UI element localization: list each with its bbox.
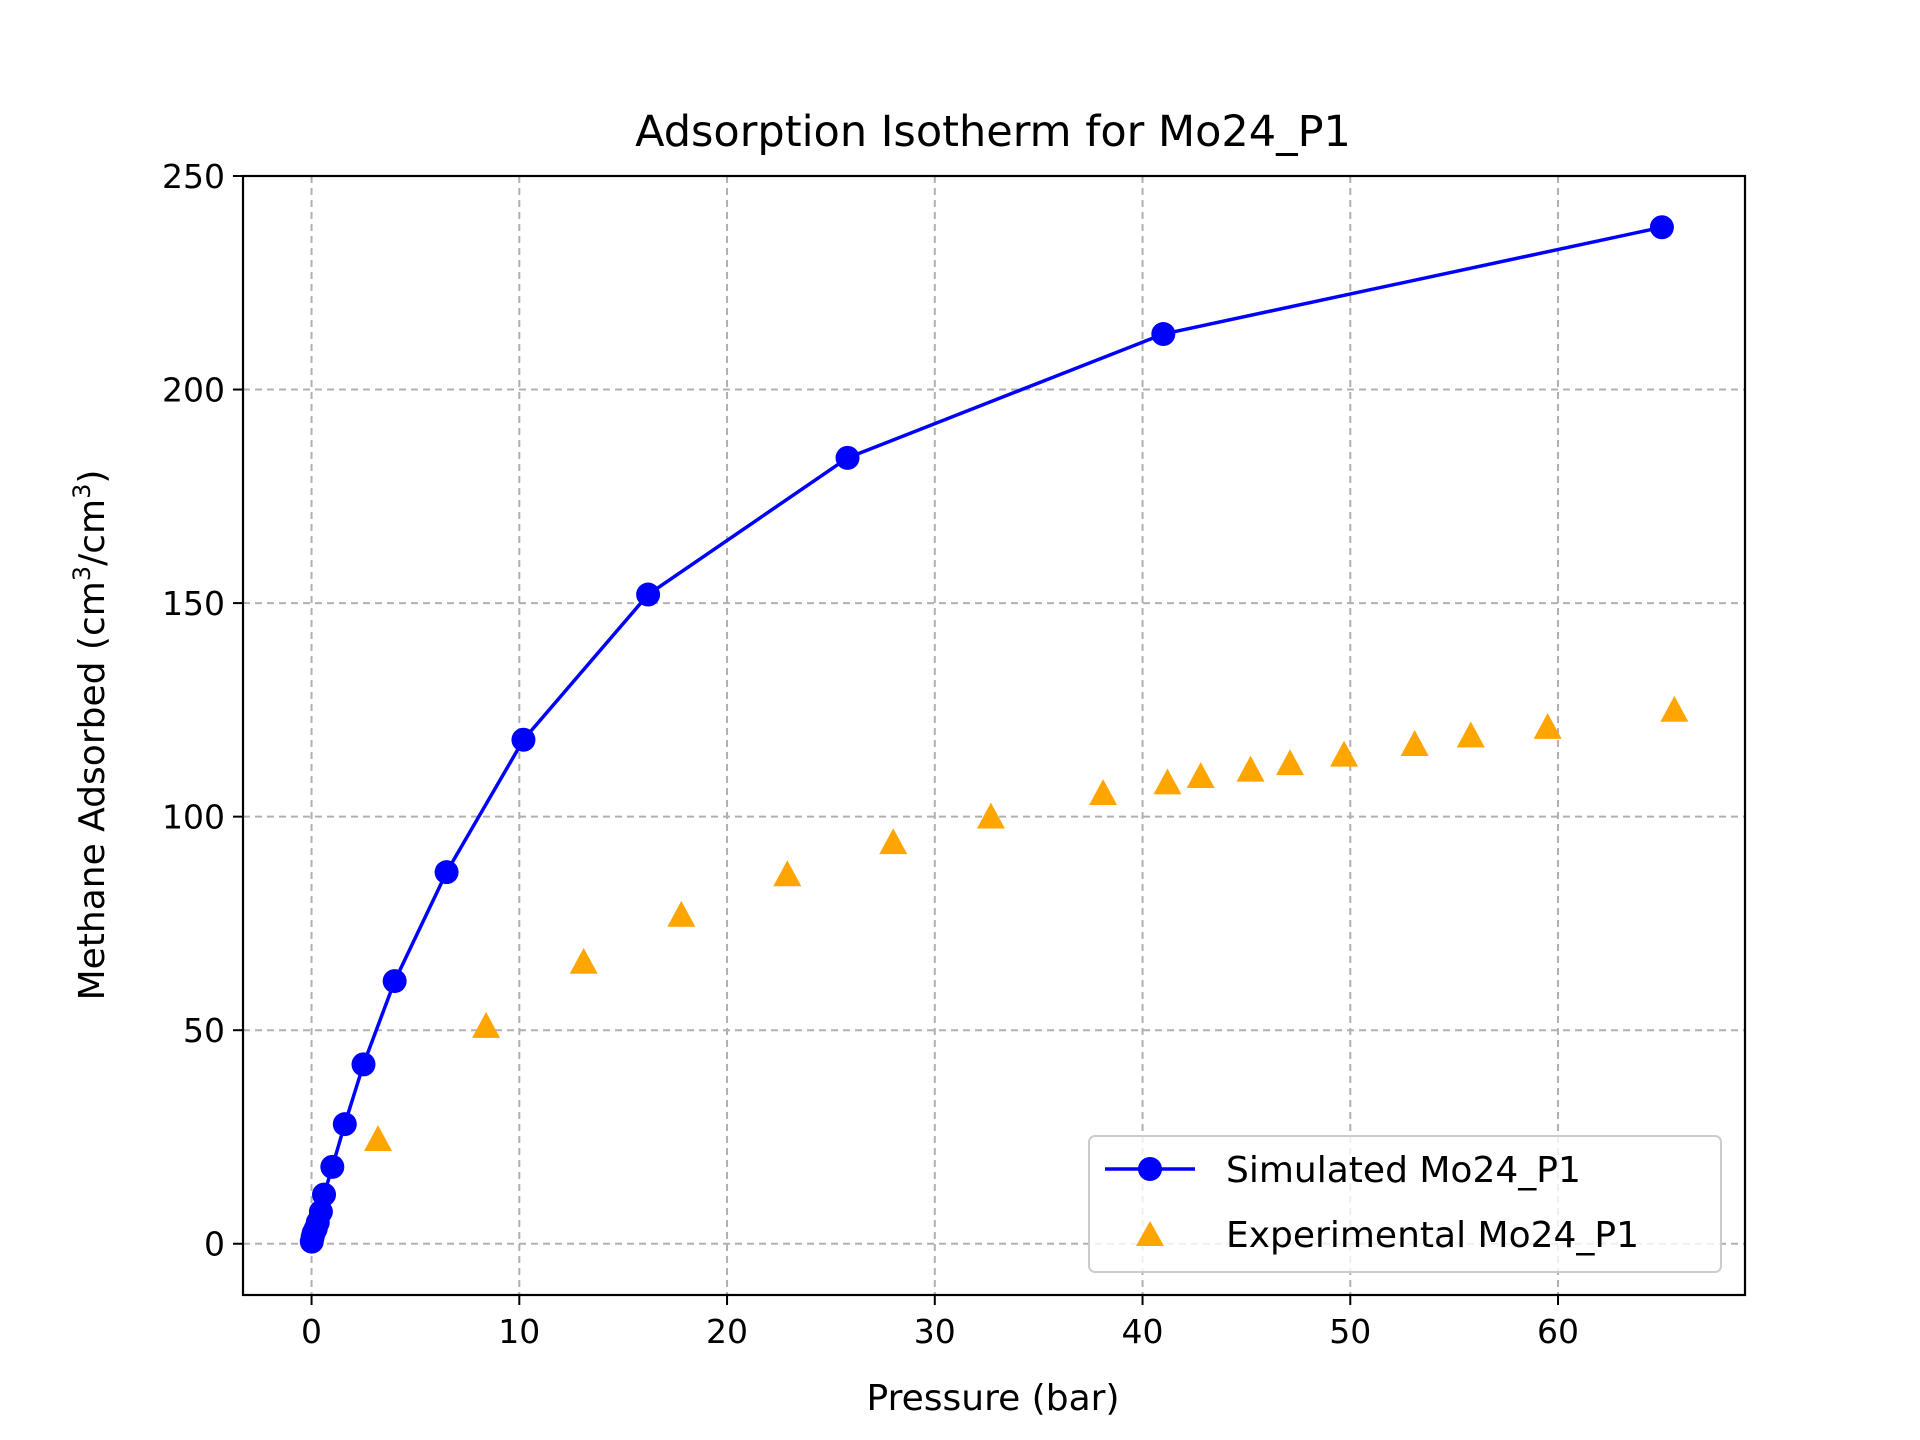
y-axis-ticks: 0 50 100 150 200 250	[162, 157, 243, 1264]
experimental-data-point	[1330, 740, 1359, 767]
y-axis-label-superscript-1: 3	[68, 566, 96, 581]
experimental-data-point	[667, 900, 696, 927]
experimental-data-point	[1400, 730, 1429, 756]
simulated-data-point	[332, 1112, 357, 1137]
simulated-data-point	[511, 727, 536, 752]
y-axis-label-suffix: )	[72, 470, 113, 484]
experimental-data-point	[364, 1125, 393, 1152]
y-tick-label: 150	[162, 584, 225, 623]
simulated-data-point	[312, 1182, 337, 1207]
x-tick-label: 60	[1537, 1312, 1579, 1351]
experimental-data-point	[879, 828, 908, 855]
legend-box	[1088, 1135, 1722, 1273]
experimental-data-point	[472, 1011, 501, 1038]
simulated-data-point	[382, 969, 407, 994]
experimental-data-point	[1153, 768, 1182, 795]
y-axis-label-middle: /cm	[72, 499, 113, 566]
series-experimental	[364, 695, 1689, 1152]
experimental-data-point	[1456, 721, 1485, 748]
y-axis-label-superscript-2: 3	[68, 484, 96, 499]
x-tick-label: 10	[498, 1312, 540, 1351]
experimental-data-point	[1236, 755, 1265, 782]
x-tick-label: 50	[1329, 1312, 1371, 1351]
y-tick-label: 0	[204, 1225, 225, 1264]
experimental-data-point	[1276, 749, 1305, 776]
legend-simulated-label: Simulated Mo24_P1	[1226, 1150, 1581, 1191]
y-tick-label: 100	[162, 798, 225, 837]
legend-simulated-marker	[1138, 1157, 1162, 1181]
experimental-data-point	[1660, 695, 1689, 722]
y-tick-label: 200	[162, 371, 225, 410]
y-tick-label: 250	[162, 157, 225, 196]
y-tick-label: 50	[183, 1011, 225, 1050]
series-simulated	[299, 215, 1674, 1254]
x-tick-label: 30	[914, 1312, 956, 1351]
simulated-data-point	[320, 1154, 345, 1179]
x-tick-label: 40	[1122, 1312, 1164, 1351]
experimental-data-point	[1186, 762, 1215, 788]
y-axis-label-prefix: Methane Adsorbed (cm	[72, 581, 113, 1000]
simulated-data-point	[434, 860, 459, 885]
legend-experimental-marker	[1136, 1221, 1164, 1246]
experimental-data-point	[976, 802, 1005, 829]
plot-series	[299, 215, 1689, 1254]
experimental-data-point	[1533, 712, 1562, 739]
experimental-data-point	[569, 947, 598, 974]
x-axis-label: Pressure (bar)	[867, 1378, 1120, 1419]
x-tick-label: 20	[706, 1312, 748, 1351]
legend-experimental-label: Experimental Mo24_P1	[1226, 1215, 1639, 1256]
x-tick-label: 0	[301, 1312, 322, 1351]
plot-frame	[241, 174, 1747, 1297]
simulated-data-point	[636, 582, 661, 607]
y-axis-label: Methane Adsorbed (cm3/cm3)	[68, 470, 113, 1001]
legend: Simulated Mo24_P1 Experimental Mo24_P1	[1088, 1135, 1722, 1273]
simulated-data-point	[1649, 215, 1674, 240]
chart-title: Adsorption Isotherm for Mo24_P1	[635, 107, 1351, 157]
experimental-data-point	[1089, 779, 1118, 806]
experimental-data-point	[773, 860, 802, 887]
simulated-data-point	[835, 445, 860, 470]
simulated-data-point	[1151, 322, 1176, 347]
simulated-data-point	[351, 1052, 376, 1077]
x-axis-ticks: 0 10 20 30 40 50 60	[301, 1295, 1579, 1351]
